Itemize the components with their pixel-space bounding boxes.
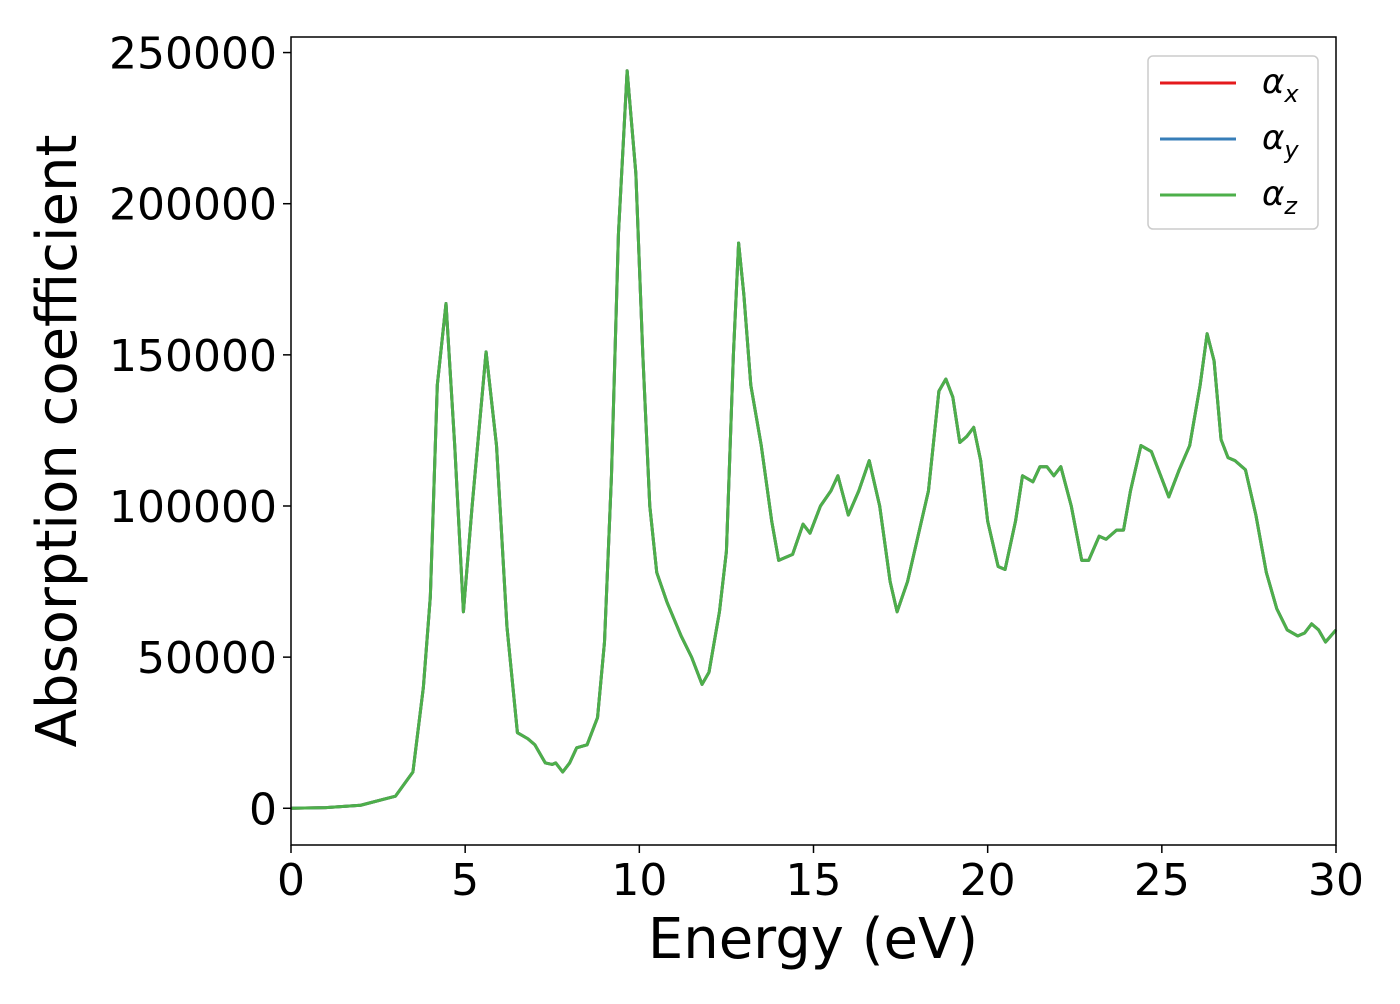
data-line xyxy=(290,69,1338,810)
y-tick-label: 0 xyxy=(249,784,277,835)
y-tick-label: 200000 xyxy=(109,180,277,231)
y-tick-label: 50000 xyxy=(137,633,277,684)
x-tick-label: 20 xyxy=(960,855,1016,906)
y-tick-label: 250000 xyxy=(109,29,277,80)
x-tick-label: 30 xyxy=(1308,855,1364,906)
x-tick-label: 0 xyxy=(277,855,305,906)
plot-frame xyxy=(290,36,1337,846)
x-tick-label: 10 xyxy=(611,855,667,906)
y-tick-label: 100000 xyxy=(109,482,277,533)
x-tick-label: 15 xyxy=(786,855,842,906)
x-tick-label: 5 xyxy=(451,855,479,906)
y-axis-label: Absorption coefficient xyxy=(25,135,90,748)
y-tick-label: 150000 xyxy=(109,331,277,382)
x-tick-label: 25 xyxy=(1134,855,1190,906)
legend-box xyxy=(1147,55,1319,230)
x-axis-label: Energy (eV) xyxy=(648,907,978,972)
